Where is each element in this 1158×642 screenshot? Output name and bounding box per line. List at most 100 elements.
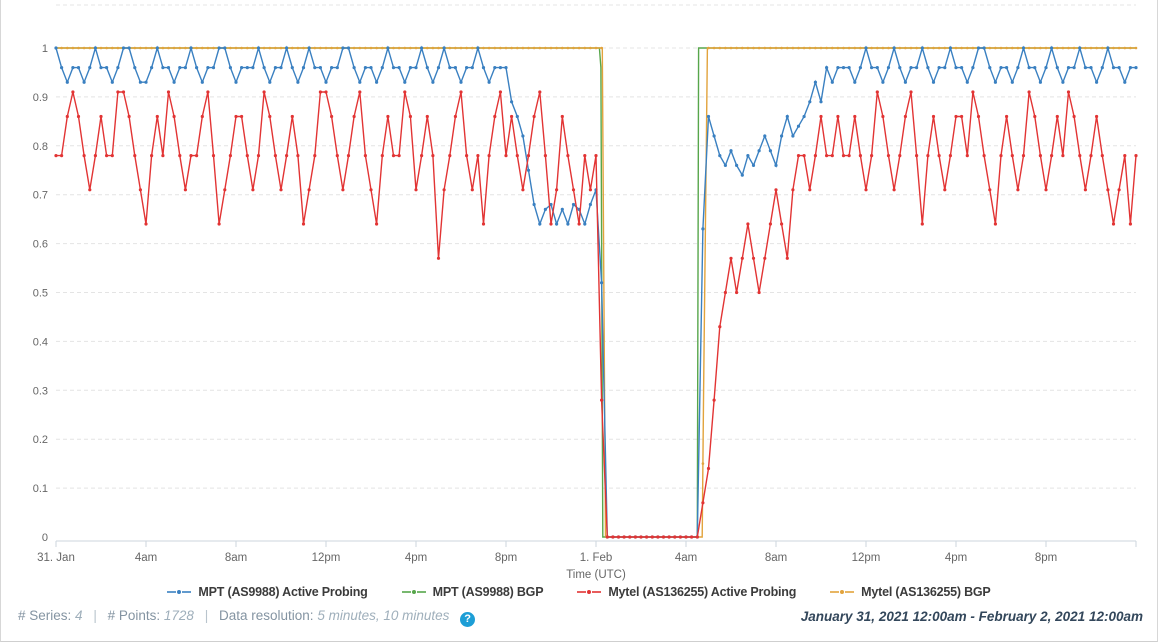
data-point — [527, 46, 530, 50]
data-point — [1033, 46, 1037, 50]
data-point — [510, 100, 514, 104]
x-axis-tick-label: 12pm — [312, 552, 341, 564]
data-point — [251, 66, 255, 70]
data-point — [960, 66, 964, 70]
data-point — [448, 66, 452, 70]
data-point — [183, 188, 187, 192]
data-point — [858, 66, 863, 70]
data-point — [408, 114, 412, 119]
data-point — [341, 188, 345, 192]
chart-legend: MPT (AS9988) Active Probing MPT (AS9988) … — [1, 585, 1157, 599]
data-point — [808, 188, 812, 192]
data-point — [841, 154, 846, 158]
data-point — [954, 46, 958, 50]
data-point — [746, 154, 750, 158]
data-point — [735, 163, 739, 167]
data-point — [1100, 66, 1104, 70]
data-point — [183, 66, 187, 70]
data-point — [712, 46, 716, 50]
data-point — [1005, 66, 1009, 70]
data-point — [864, 188, 868, 192]
legend-item-mytel-as136255-bgp[interactable]: Mytel (AS136255) BGP — [830, 585, 991, 599]
data-point — [358, 80, 362, 84]
data-point — [544, 46, 547, 50]
data-point — [521, 46, 525, 50]
data-point — [1061, 46, 1065, 50]
y-axis-tick-label: 0.7 — [33, 190, 48, 202]
data-point — [791, 46, 795, 50]
data-point — [223, 188, 227, 192]
data-point — [313, 154, 317, 158]
data-point — [1128, 66, 1132, 70]
data-point — [1083, 188, 1087, 192]
data-point — [420, 154, 424, 158]
data-point — [802, 114, 806, 119]
data-point — [493, 66, 497, 70]
time-series-plot[interactable]: 0 0.1 0.2 0.3 0.4 0.5 0.6 0.7 0.8 0.9 1 31. Jan 4am 8… — [1, 0, 1158, 584]
data-point — [774, 46, 778, 50]
legend-item-mpt-as9988-bgp[interactable]: MPT (AS9988) BGP — [401, 585, 544, 599]
data-point — [555, 222, 559, 226]
data-point — [246, 46, 249, 50]
data-point — [886, 154, 891, 158]
data-point — [768, 222, 773, 226]
data-point — [358, 46, 362, 50]
data-point — [988, 188, 992, 192]
data-point — [324, 90, 328, 94]
data-point — [161, 154, 165, 158]
data-point — [195, 66, 199, 70]
data-point — [200, 80, 204, 84]
data-point — [352, 46, 356, 50]
data-point — [971, 46, 975, 50]
data-point — [684, 535, 688, 539]
data-point — [903, 114, 908, 119]
data-point — [830, 80, 834, 84]
legend-item-mytel-as136255-active-probing[interactable]: Mytel (AS136255) Active Probing — [577, 585, 796, 599]
data-point — [701, 462, 705, 465]
data-point — [538, 46, 542, 50]
data-point — [330, 66, 334, 70]
data-point — [448, 46, 452, 50]
data-point — [605, 535, 609, 539]
help-icon[interactable]: ? — [460, 612, 476, 627]
data-point — [1111, 66, 1116, 70]
data-point — [999, 46, 1003, 50]
data-point — [105, 46, 108, 50]
data-point — [105, 154, 109, 158]
data-point — [932, 46, 935, 50]
separator: | — [93, 608, 97, 623]
y-axis-tick-label: 0.2 — [33, 434, 48, 446]
data-point — [819, 114, 823, 119]
resolution-label: Data resolution: — [219, 608, 314, 623]
data-point — [718, 325, 722, 329]
data-point — [1055, 114, 1059, 119]
data-point — [454, 46, 457, 50]
x-axis-tick-label: 4am — [675, 552, 697, 564]
data-point — [352, 114, 356, 119]
data-point — [121, 90, 126, 94]
data-point — [1056, 46, 1059, 50]
data-point — [82, 46, 86, 50]
data-point — [825, 154, 829, 158]
data-point — [571, 202, 576, 207]
data-point — [110, 154, 114, 158]
data-point — [571, 188, 576, 192]
data-point — [161, 46, 165, 50]
data-point — [363, 154, 367, 158]
data-point — [228, 154, 232, 158]
data-point — [796, 124, 801, 128]
x-axis-tick-label: 4am — [135, 552, 157, 564]
data-point — [1084, 46, 1087, 50]
data-point — [166, 66, 171, 70]
data-point — [301, 66, 306, 70]
data-point — [600, 46, 603, 50]
data-point — [386, 46, 390, 50]
legend-item-mpt-as9988-active-probing[interactable]: MPT (AS9988) Active Probing — [167, 585, 368, 599]
data-point — [819, 100, 823, 104]
data-point — [526, 168, 531, 172]
data-point — [796, 154, 801, 158]
series-mytel-as136255-active-probing — [54, 90, 1138, 539]
data-point — [802, 46, 806, 50]
data-point — [763, 46, 767, 50]
data-point — [307, 46, 311, 50]
